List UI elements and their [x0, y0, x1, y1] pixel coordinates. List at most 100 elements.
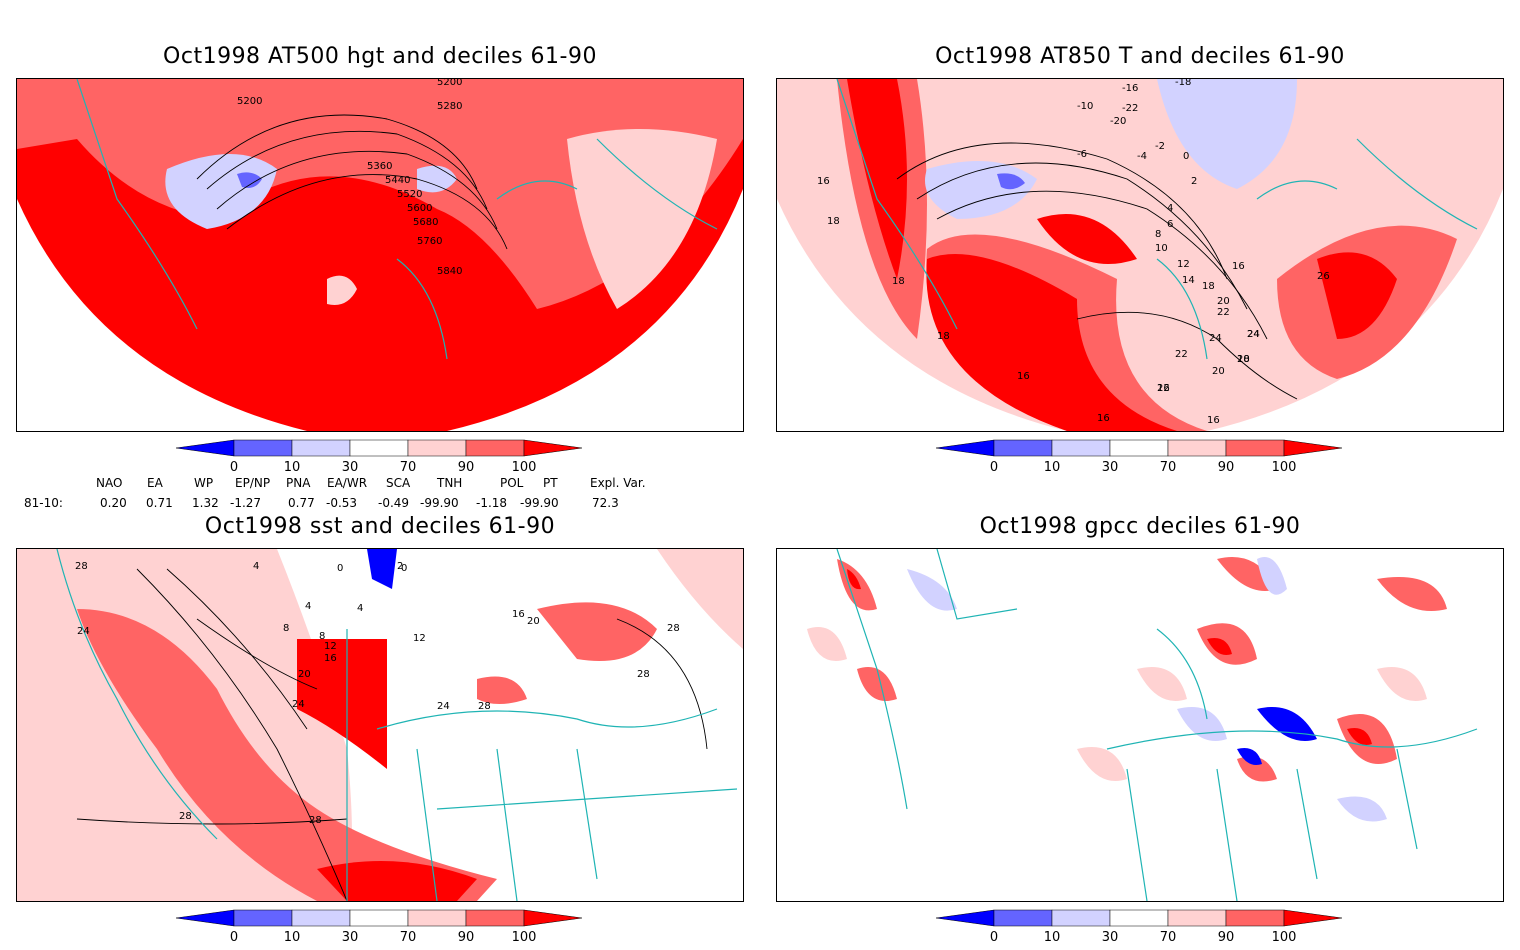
- colorbar-tick: 90: [1217, 930, 1235, 945]
- contour-label: 28: [478, 701, 491, 712]
- contour-label: -2: [1155, 141, 1165, 152]
- contour-label: 26: [1317, 271, 1330, 282]
- contour-label: 18: [1202, 281, 1215, 292]
- colorbar-tick: 10: [283, 460, 301, 475]
- contour-label: 24: [1247, 329, 1260, 340]
- map-gpcc-svg: [777, 549, 1503, 901]
- index-header: EA/WR: [327, 476, 368, 490]
- contour-label: 20: [1212, 366, 1225, 377]
- contour-label: 2: [1191, 176, 1197, 187]
- contour-label: -18: [1175, 79, 1191, 88]
- panel-title-hgt500: Oct1998 AT500 hgt and deciles 61-90: [163, 44, 597, 69]
- contour-label: 5200: [437, 79, 462, 88]
- index-value: 72.3: [592, 496, 619, 510]
- colorbar-tick: 100: [511, 930, 537, 945]
- contour-label: 16: [1232, 261, 1245, 272]
- contour-label: 6: [1167, 219, 1173, 230]
- contour-label: 20: [1217, 296, 1230, 307]
- contour-label: -22: [1122, 103, 1138, 114]
- colorbar-tick: 30: [1101, 460, 1119, 475]
- contour-label: 5280: [437, 101, 462, 112]
- contour-label: 5680: [413, 217, 438, 228]
- colorbar-tick: 0: [229, 460, 239, 475]
- contour-label: 24: [1209, 333, 1222, 344]
- teleconnection-index-table: NAO EA WP EP/NP PNA EA/WR SCA TNH POL PT…: [0, 474, 760, 514]
- contour-label: 18: [892, 276, 905, 287]
- colorbar-tick: 90: [457, 460, 475, 475]
- contour-label: 24: [77, 626, 90, 637]
- contour-label: 0: [401, 563, 407, 574]
- colorbar-tick: 10: [283, 930, 301, 945]
- colorbar-tick: 0: [989, 460, 999, 475]
- map-hgt500-svg: 5200 5200 5280 5360 5440 5520 5600 5680 5760 5840: [17, 79, 743, 431]
- contour-label: 4: [357, 603, 363, 614]
- colorbar-tick: 70: [399, 460, 417, 475]
- contour-label: 5760: [417, 236, 442, 247]
- index-value: -1.27: [230, 496, 262, 510]
- contour-label: 18: [937, 331, 950, 342]
- contour-label: 12: [324, 641, 337, 652]
- contour-label: 5440: [385, 175, 410, 186]
- colorbar-hgt500: 0 10 30 70 90 100: [175, 438, 596, 480]
- contour-label: 5360: [367, 161, 392, 172]
- colorbar-tick: 30: [341, 930, 359, 945]
- contour-label: 16: [817, 176, 830, 187]
- map-t850-svg: -16-18-10 -22-20-6 -4-20246810121416182022…: [777, 79, 1503, 431]
- contour-label: -4: [1137, 151, 1147, 162]
- index-value: -1.18: [476, 496, 508, 510]
- colorbar-t850: 0 10 30 70 90 100: [935, 438, 1356, 480]
- index-value: -99.90: [420, 496, 459, 510]
- contour-label: 16: [1097, 413, 1110, 424]
- colorbar-tick: 30: [341, 460, 359, 475]
- contour-label: 16: [1207, 415, 1220, 426]
- contour-label: 20: [1237, 354, 1250, 365]
- colorbar-sst: 0 10 30 70 90 100: [175, 908, 596, 950]
- colorbar-tick: 10: [1043, 460, 1061, 475]
- index-value: 1.32: [192, 496, 219, 510]
- colorbar-tick: 0: [989, 930, 999, 945]
- panel-title-gpcc: Oct1998 gpcc deciles 61-90: [979, 514, 1301, 539]
- index-value: -99.90: [520, 496, 559, 510]
- index-header: PT: [543, 476, 558, 490]
- colorbar-tick: 90: [1217, 460, 1235, 475]
- index-header: TNH: [437, 476, 463, 490]
- contour-label: -20: [1110, 116, 1126, 127]
- map-panel-hgt500: 5200 5200 5280 5360 5440 5520 5600 5680 5760 5840: [16, 78, 744, 432]
- contour-label: 28: [309, 815, 322, 826]
- contour-label: 28: [667, 623, 680, 634]
- contour-label: 5200: [237, 96, 262, 107]
- contour-label: 10: [1155, 243, 1168, 254]
- colorbar-gpcc: 0 10 30 70 90 100: [935, 908, 1356, 950]
- index-header: NAO: [96, 476, 123, 490]
- contour-label: 16: [1157, 383, 1170, 394]
- contour-label: 24: [292, 699, 305, 710]
- contour-label: 16: [1017, 371, 1030, 382]
- panel-title-sst: Oct1998 sst and deciles 61-90: [204, 514, 556, 539]
- colorbar-tick: 100: [1271, 460, 1297, 475]
- contour-label: 5520: [397, 189, 422, 200]
- contour-label: 22: [1175, 349, 1188, 360]
- index-header: WP: [194, 476, 214, 490]
- contour-label: 0: [337, 563, 343, 574]
- index-value: 0.77: [288, 496, 315, 510]
- map-panel-sst: 28 24 4 0 0 4 4 8 8 12 16 20 24 2 12 16 20 24 28 28 28 28 28: [16, 548, 744, 902]
- colorbar-tick: 100: [511, 460, 537, 475]
- contour-label: 28: [179, 811, 192, 822]
- contour-label: 2: [397, 561, 403, 572]
- contour-label: -16: [1122, 83, 1138, 94]
- contour-label: 8: [283, 623, 289, 634]
- contour-label: 28: [75, 561, 88, 572]
- contour-label: -10: [1077, 101, 1093, 112]
- contour-label: 12: [1177, 259, 1190, 270]
- contour-label: 28: [637, 669, 650, 680]
- map-panel-gpcc: [776, 548, 1504, 902]
- index-header: Expl. Var.: [590, 476, 646, 490]
- contour-label: 8: [1155, 229, 1161, 240]
- colorbar-tick: 100: [1271, 930, 1297, 945]
- colorbar-tick: 30: [1101, 930, 1119, 945]
- contour-label: 16: [512, 609, 525, 620]
- contour-label: 5840: [437, 266, 462, 277]
- index-header: EP/NP: [235, 476, 271, 490]
- colorbar-tick: 70: [1159, 930, 1177, 945]
